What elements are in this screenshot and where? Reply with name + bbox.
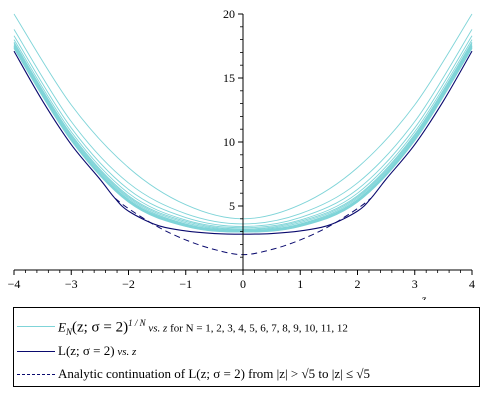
legend-en-sub: N: [65, 326, 72, 337]
legend-entry-l: L(z; σ = 2) vs. z: [14, 341, 479, 363]
x-tick-label: −1: [179, 277, 192, 291]
x-tick-label: −2: [122, 277, 135, 291]
x-tick-label: 1: [297, 277, 303, 291]
x-tick-label: 2: [355, 277, 361, 291]
chart-plot: −4 −3 −2 −1 0 1 2 3 4 5 10 15 20 z: [8, 7, 475, 300]
legend-box: EN(z; σ = 2)1 / N vs. z for N = 1, 2, 3,…: [13, 307, 480, 387]
y-tick-label: 20: [223, 7, 235, 21]
legend-label-continuation: Analytic continuation of L(z; σ = 2) fro…: [58, 366, 370, 381]
x-tick-label: 4: [469, 277, 475, 291]
legend-en-args: (z; σ = 2): [71, 319, 129, 336]
legend-label-en: EN(z; σ = 2)1 / N vs. z for N = 1, 2, 3,…: [58, 318, 348, 337]
legend-swatch-navy-dashed: [17, 374, 55, 375]
legend-l-main: L(z; σ = 2): [58, 343, 115, 358]
legend-en-prefix: E: [58, 319, 66, 335]
axes-layer: −4 −3 −2 −1 0 1 2 3 4 5 10 15 20 z: [8, 7, 475, 300]
y-tick-label: 15: [223, 71, 235, 85]
legend-en-sup: 1 / N: [128, 318, 146, 328]
x-tick-label: −3: [65, 277, 78, 291]
legend-l-suffix: vs. z: [114, 346, 137, 358]
legend-entry-en: EN(z; σ = 2)1 / N vs. z for N = 1, 2, 3,…: [14, 316, 479, 338]
y-tick-label: 10: [223, 135, 235, 149]
legend-swatch-cyan: [17, 326, 55, 327]
y-tick-label: 5: [229, 199, 235, 213]
legend-entry-continuation: Analytic continuation of L(z; σ = 2) fro…: [14, 364, 479, 386]
x-tick-label: 3: [412, 277, 418, 291]
x-axis-label: z: [421, 292, 427, 300]
x-tick-label: −4: [8, 277, 21, 291]
legend-en-suffix-roman: for N = 1, 2, 3, 4, 5, 6, 7, 8, 9, 10, 1…: [167, 322, 348, 335]
legend-swatch-navy-solid: [17, 351, 55, 352]
x-tick-label: 0: [240, 277, 246, 291]
legend-en-suffix-italic: vs. z: [145, 322, 168, 335]
legend-label-l: L(z; σ = 2) vs. z: [58, 343, 136, 359]
